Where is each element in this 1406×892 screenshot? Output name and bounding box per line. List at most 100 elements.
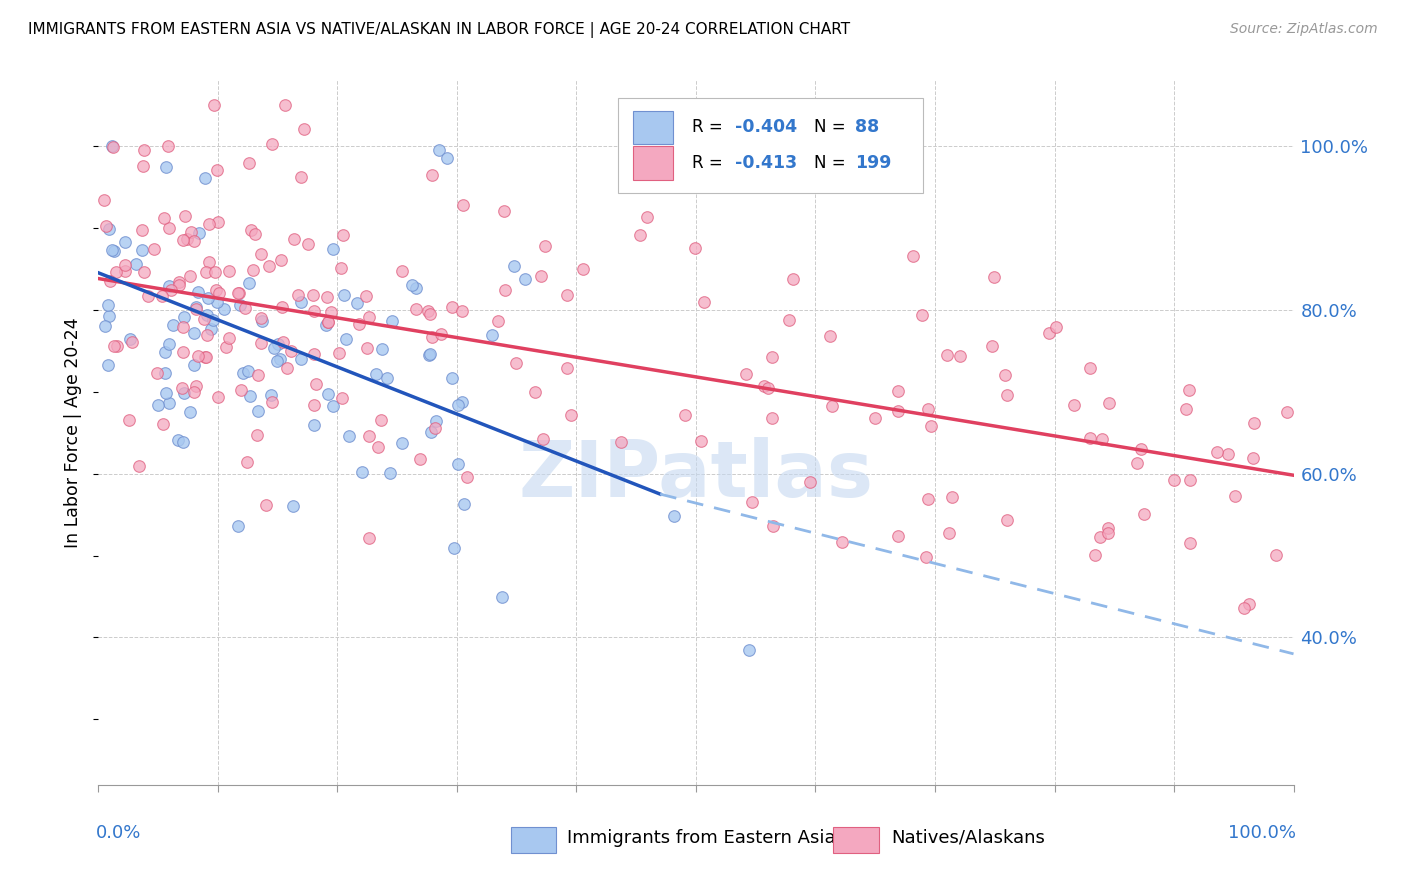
Text: R =: R = — [692, 153, 728, 172]
Point — [328, 346, 350, 360]
Point — [103, 339, 125, 353]
Point — [1241, 451, 1264, 466]
Point — [186, 301, 208, 316]
Point — [287, 288, 309, 302]
Point — [799, 475, 821, 490]
Point — [1216, 447, 1239, 461]
Point — [226, 518, 249, 533]
Point — [995, 387, 1018, 401]
Point — [534, 239, 557, 253]
Point — [1163, 473, 1185, 487]
Point — [143, 242, 166, 256]
Point — [560, 409, 582, 423]
Point — [263, 341, 285, 355]
Point — [215, 340, 238, 354]
Point — [367, 440, 389, 454]
Point — [114, 264, 136, 278]
Point — [101, 244, 124, 258]
Point — [332, 227, 354, 242]
Point — [391, 263, 413, 277]
Point — [419, 307, 441, 321]
Point — [693, 294, 716, 309]
Point — [250, 246, 273, 260]
Point — [378, 466, 401, 480]
Point — [1175, 401, 1198, 416]
Point — [184, 300, 207, 314]
Point — [887, 384, 910, 399]
Point — [610, 435, 633, 450]
Point — [195, 308, 218, 322]
Point — [366, 367, 388, 381]
Point — [427, 143, 450, 157]
Point — [513, 272, 536, 286]
Point — [911, 308, 934, 322]
Point — [260, 388, 283, 402]
Point — [183, 234, 205, 248]
Point — [174, 209, 197, 223]
Point — [236, 454, 259, 468]
Point — [250, 311, 273, 326]
Point — [356, 342, 378, 356]
Point — [391, 436, 413, 450]
Point — [270, 300, 292, 314]
FancyBboxPatch shape — [619, 98, 922, 193]
Point — [738, 643, 761, 657]
Point — [146, 367, 169, 381]
Point — [97, 297, 120, 311]
Point — [232, 366, 254, 380]
Point — [1239, 597, 1261, 611]
Point — [350, 466, 373, 480]
Text: N =: N = — [814, 153, 851, 172]
Point — [98, 274, 121, 288]
Point — [193, 312, 215, 326]
Point — [319, 305, 342, 319]
Point — [347, 317, 370, 331]
Point — [212, 302, 235, 317]
Point — [280, 343, 302, 358]
Point — [690, 434, 713, 449]
Point — [176, 232, 198, 246]
Point — [530, 268, 553, 283]
Point — [315, 290, 337, 304]
Point — [316, 315, 339, 329]
Point — [1091, 433, 1114, 447]
Point — [194, 265, 217, 279]
Point — [228, 285, 250, 300]
Point — [1133, 508, 1156, 522]
Point — [1264, 548, 1286, 562]
Point — [172, 319, 194, 334]
Point — [818, 329, 841, 343]
FancyBboxPatch shape — [834, 827, 879, 854]
Point — [238, 156, 260, 170]
Point — [995, 513, 1018, 527]
Point — [201, 313, 224, 327]
Point — [118, 413, 141, 427]
Point — [915, 549, 938, 564]
Point — [155, 386, 177, 401]
Point — [250, 314, 273, 328]
Point — [97, 221, 120, 235]
Point — [200, 322, 222, 336]
Point — [246, 404, 269, 418]
Point — [762, 518, 785, 533]
Point — [401, 277, 423, 292]
Text: -0.404: -0.404 — [735, 119, 797, 136]
Point — [131, 244, 153, 258]
Point — [157, 337, 180, 351]
Point — [290, 295, 312, 310]
Point — [114, 258, 136, 272]
Point — [121, 335, 143, 350]
Point — [420, 425, 443, 439]
Point — [304, 347, 326, 361]
Point — [274, 98, 297, 112]
Point — [198, 255, 221, 269]
Point — [523, 384, 546, 399]
Point — [162, 318, 184, 333]
Point — [405, 281, 427, 295]
Point — [204, 265, 226, 279]
Text: N =: N = — [814, 119, 851, 136]
Point — [153, 211, 176, 225]
Point — [226, 285, 249, 300]
Point — [491, 590, 513, 604]
Point — [302, 417, 325, 432]
